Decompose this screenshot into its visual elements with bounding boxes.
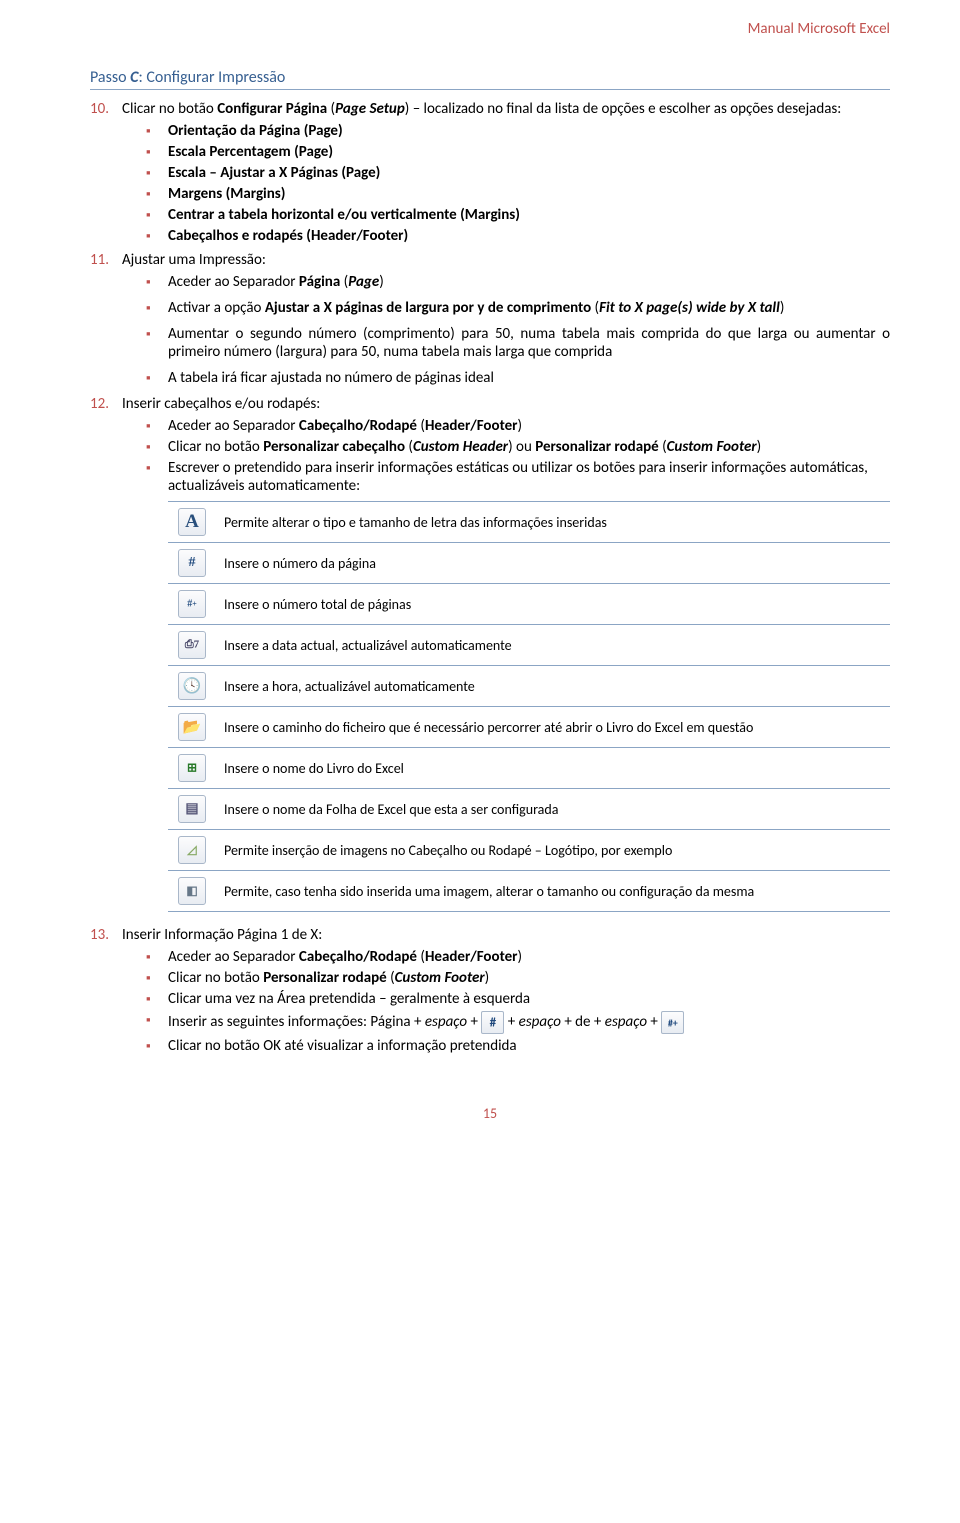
table-row: ⊞ Insere o nome do Livro do Excel [168, 748, 890, 789]
item-title: Inserir Informação Página 1 de X: [122, 926, 322, 944]
step-prefix: Passo [90, 68, 130, 87]
table-row: # Insere o número da página [168, 543, 890, 584]
toolbar-icon: ⊞ [178, 754, 206, 782]
description-cell: Permite alterar o tipo e tamanho de letr… [220, 502, 890, 543]
table-row: A Permite alterar o tipo e tamanho de let… [168, 502, 890, 543]
sub-list: Aceder ao Separador Cabeçalho/Rodapé (He… [122, 948, 890, 1055]
list-item-13: 13. Inserir Informação Página 1 de X: Ac… [90, 926, 890, 1055]
sub-item: Clicar no botão Personalizar rodapé (Cus… [146, 969, 890, 987]
item-title: Ajustar uma Impressão: [122, 251, 266, 269]
instructions-list: 10. Clicar no botão Configurar Página (P… [90, 100, 890, 1055]
toolbar-icon: A [178, 508, 206, 536]
description-cell: Insere a data actual, actualizável autom… [220, 625, 890, 666]
icon-cell: ◿ [168, 830, 220, 871]
description-cell: Permite, caso tenha sido inserida uma im… [220, 871, 890, 912]
sub-list: Orientação da Página (Page) Escala Perce… [122, 122, 890, 245]
description-cell: Insere o nome do Livro do Excel [220, 748, 890, 789]
item-number: 10. [90, 100, 109, 118]
text: Clicar no botão Configurar Página (Page … [122, 100, 841, 118]
page-number-icon: # [481, 1011, 504, 1034]
sub-item: Clicar uma vez na Área pretendida – gera… [146, 990, 890, 1008]
sub-item: Escrever o pretendido para inserir infor… [146, 459, 890, 912]
sub-item: A tabela irá ficar ajustada no número de… [146, 369, 890, 387]
sub-item: Centrar a tabela horizontal e/ou vertica… [146, 206, 890, 224]
item-title: Inserir cabeçalhos e/ou rodapés: [122, 395, 320, 413]
icon-cell: ▤ [168, 789, 220, 830]
table-row: 🕓 Insere a hora, actualizável automaticam… [168, 666, 890, 707]
table-row: ◿ Permite inserção de imagens no Cabeçalh… [168, 830, 890, 871]
sub-item: Aceder ao Separador Cabeçalho/Rodapé (He… [146, 417, 890, 435]
description-cell: Insere o nome da Folha de Excel que esta… [220, 789, 890, 830]
page-header: Manual Microsoft Excel [90, 20, 890, 38]
icon-cell: 📂 [168, 707, 220, 748]
sub-item: Clicar no botão OK até visualizar a info… [146, 1037, 890, 1055]
sub-item: Cabeçalhos e rodapés (Header/Footer) [146, 227, 890, 245]
sub-item: Inserir as seguintes informações: Página… [146, 1011, 890, 1034]
step-suffix: : Configurar Impressão [138, 68, 285, 87]
toolbar-icon: #+ [178, 590, 206, 618]
sub-item: Clicar no botão Personalizar cabeçalho (… [146, 438, 890, 456]
sub-item: Escala Percentagem (Page) [146, 143, 890, 161]
item-number: 12. [90, 395, 109, 413]
sub-item: Margens (Margins) [146, 185, 890, 203]
icon-cell: A [168, 502, 220, 543]
sub-item: Orientação da Página (Page) [146, 122, 890, 140]
list-item-10: 10. Clicar no botão Configurar Página (P… [90, 100, 890, 245]
list-item-11: 11. Ajustar uma Impressão: Aceder ao Sep… [90, 251, 890, 387]
document-page: Manual Microsoft Excel Passo C: Configur… [0, 0, 960, 1162]
sub-item: Aceder ao Separador Cabeçalho/Rodapé (He… [146, 948, 890, 966]
list-item-12: 12. Inserir cabeçalhos e/ou rodapés: Ace… [90, 395, 890, 912]
sub-item: Escala – Ajustar a X Páginas (Page) [146, 164, 890, 182]
description-cell: Insere o caminho do ficheiro que é neces… [220, 707, 890, 748]
description-cell: Permite inserção de imagens no Cabeçalho… [220, 830, 890, 871]
icon-cell: ⊞ [168, 748, 220, 789]
table-row: 📂 Insere o caminho do ficheiro que é nece… [168, 707, 890, 748]
toolbar-icon: # [178, 549, 206, 577]
total-pages-icon: #+ [661, 1011, 684, 1034]
page-number: 15 [90, 1105, 890, 1122]
table-row: #+ Insere o número total de páginas [168, 584, 890, 625]
sub-item: Aceder ao Separador Página (Page) [146, 273, 890, 291]
sub-list: Aceder ao Separador Cabeçalho/Rodapé (He… [122, 417, 890, 912]
toolbar-icon: 🕓 [178, 672, 206, 700]
sub-item: Aumentar o segundo número (comprimento) … [146, 325, 890, 361]
item-number: 11. [90, 251, 109, 269]
icon-cell: #+ [168, 584, 220, 625]
toolbar-icon: ▤ [178, 795, 206, 823]
toolbar-icon: 📂 [178, 713, 206, 741]
table-row: ⎙7 Insere a data actual, actualizável aut… [168, 625, 890, 666]
icon-cell: # [168, 543, 220, 584]
toolbar-icon: ◿ [178, 836, 206, 864]
icon-cell: ⎙7 [168, 625, 220, 666]
item-number: 13. [90, 926, 109, 944]
table-row: ▤ Insere o nome da Folha de Excel que est… [168, 789, 890, 830]
sub-item: Activar a opção Ajustar a X páginas de l… [146, 299, 890, 317]
sub-list: Aceder ao Separador Página (Page) Activa… [122, 273, 890, 387]
toolbar-icon: ◧ [178, 877, 206, 905]
icon-cell: ◧ [168, 871, 220, 912]
step-title: Passo C: Configurar Impressão [90, 68, 890, 90]
table-row: ◧ Permite, caso tenha sido inserida uma i… [168, 871, 890, 912]
icon-description-table: A Permite alterar o tipo e tamanho de let… [168, 501, 890, 912]
description-cell: Insere o número da página [220, 543, 890, 584]
description-cell: Insere o número total de páginas [220, 584, 890, 625]
icon-cell: 🕓 [168, 666, 220, 707]
description-cell: Insere a hora, actualizável automaticame… [220, 666, 890, 707]
toolbar-icon: ⎙7 [178, 631, 206, 659]
